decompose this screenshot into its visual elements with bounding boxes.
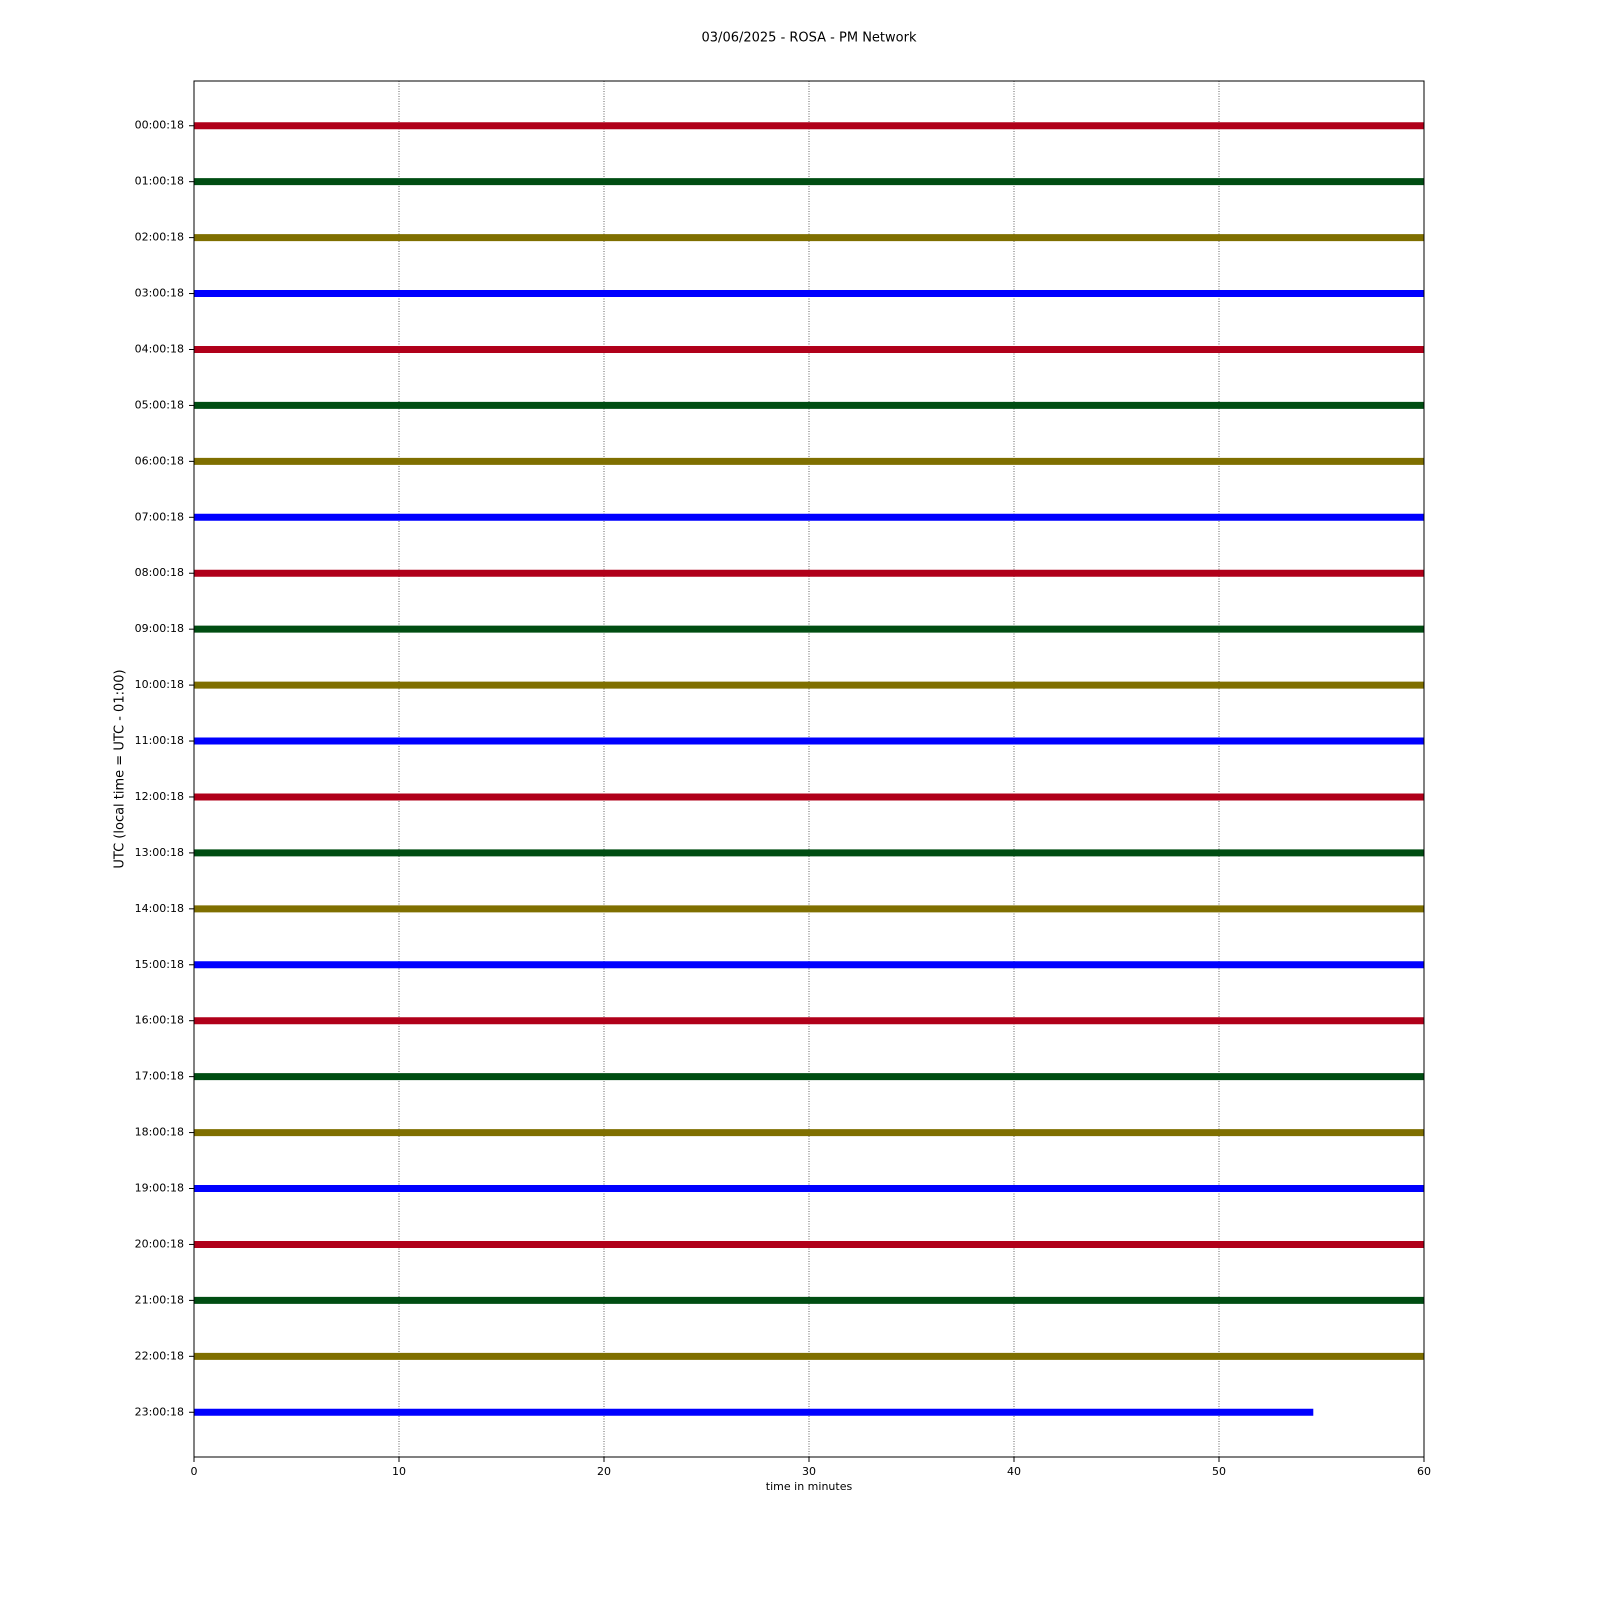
y-tick-label: 02:00:18 (135, 231, 184, 244)
y-tick-label: 04:00:18 (135, 342, 184, 355)
y-tick-label: 13:00:18 (135, 846, 184, 859)
x-tick-label: 20 (597, 1465, 611, 1478)
y-tick-label: 23:00:18 (135, 1405, 184, 1418)
y-tick-label: 01:00:18 (135, 175, 184, 188)
y-tick-label: 19:00:18 (135, 1182, 184, 1195)
y-tick-label: 09:00:18 (135, 622, 184, 635)
y-tick-label: 18:00:18 (135, 1126, 184, 1139)
x-tick-label: 0 (191, 1465, 198, 1478)
y-tick-label: 17:00:18 (135, 1070, 184, 1083)
y-tick-label: 06:00:18 (135, 454, 184, 467)
y-tick-label: 10:00:18 (135, 678, 184, 691)
y-tick-label: 03:00:18 (135, 287, 184, 300)
x-tick-label: 10 (392, 1465, 406, 1478)
y-tick-label: 05:00:18 (135, 398, 184, 411)
x-axis-label: time in minutes (766, 1480, 853, 1493)
y-tick-label: 20:00:18 (135, 1237, 184, 1250)
y-tick-label: 08:00:18 (135, 566, 184, 579)
y-tick-label: 22:00:18 (135, 1349, 184, 1362)
y-tick-label: 15:00:18 (135, 958, 184, 971)
y-tick-label: 21:00:18 (135, 1293, 184, 1306)
x-tick-label: 50 (1212, 1465, 1226, 1478)
x-tick-label: 40 (1007, 1465, 1021, 1478)
y-tick-label: 12:00:18 (135, 790, 184, 803)
x-tick-label: 30 (802, 1465, 816, 1478)
plot-frame (193, 80, 1425, 1458)
y-tick-label: 14:00:18 (135, 902, 184, 915)
y-tick-label: 07:00:18 (135, 510, 184, 523)
y-tick-label: 00:00:18 (135, 119, 184, 132)
chart-title: 03/06/2025 - ROSA - PM Network (702, 31, 917, 46)
y-tick-label: 16:00:18 (135, 1014, 184, 1027)
y-tick-label: 11:00:18 (135, 734, 184, 747)
y-axis-label: UTC (local time = UTC - 01:00) (113, 669, 128, 868)
x-tick-label: 60 (1417, 1465, 1431, 1478)
